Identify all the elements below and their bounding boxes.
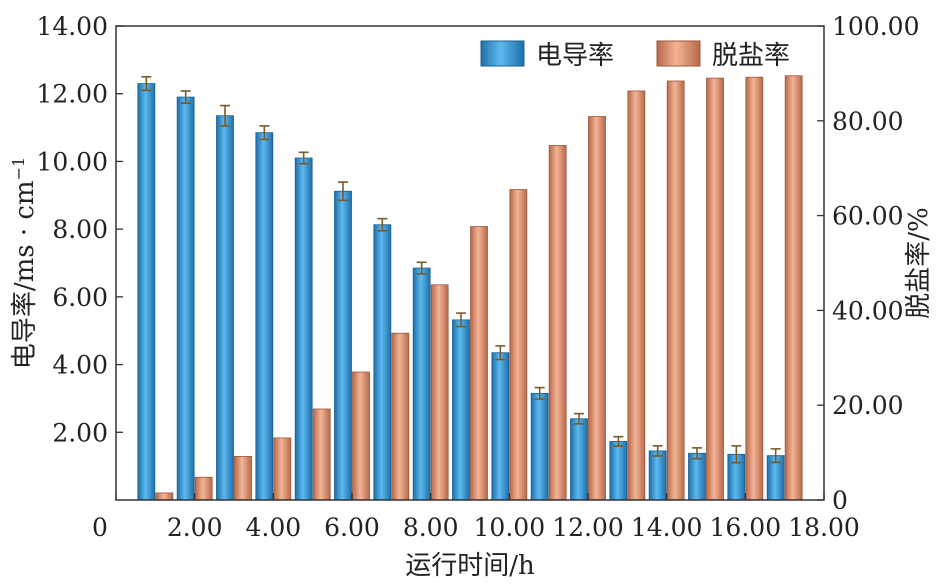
error-bar xyxy=(770,448,781,464)
error-bar xyxy=(613,435,624,447)
tick-label-right: 100.00 xyxy=(832,12,919,41)
error-bar xyxy=(456,312,466,328)
right-axis-ticks: 0 20.00 40.00 60.00 80.00 100.00 xyxy=(817,12,919,515)
bar-desalination xyxy=(155,492,174,501)
bar-desalination xyxy=(352,371,370,501)
bar-desalination xyxy=(666,80,685,501)
error-bar xyxy=(377,217,388,232)
bar-conductivity xyxy=(373,224,392,501)
bar-conductivity xyxy=(216,115,234,501)
error-bar xyxy=(495,345,506,361)
error-bar xyxy=(141,75,152,92)
error-bar xyxy=(574,412,584,425)
bar-desalination xyxy=(470,226,488,501)
bar-conductivity xyxy=(648,450,667,501)
error-bar xyxy=(692,447,702,460)
tick-label-right: 80.00 xyxy=(832,107,904,136)
bar-desalination xyxy=(745,76,764,501)
tick-label-x: 6.00 xyxy=(324,513,380,542)
y-axis-left-label-superscript: −1 xyxy=(9,157,28,181)
bar-conductivity xyxy=(137,83,156,501)
tick-label-x: 16.00 xyxy=(710,513,782,542)
bar-desalination xyxy=(234,455,252,501)
bar-desalination xyxy=(627,90,646,501)
error-bar xyxy=(534,386,545,400)
bar-conductivity xyxy=(530,392,549,501)
bar-desalination xyxy=(509,189,528,501)
tick-label-x: 14.00 xyxy=(631,513,703,542)
tick-label-x: 18.00 xyxy=(788,513,860,542)
y-axis-left-label: 电导率/ms · cm−1 xyxy=(9,157,40,369)
legend-label-desalination: 脱盐率 xyxy=(712,41,790,71)
tick-label-x: 12.00 xyxy=(552,513,624,542)
x-axis-ticks: 0 2.00 4.00 6.00 8.00 10.00 12.00 14.00 16.00 18.… xyxy=(92,493,860,542)
y-axis-left-label-main: 电导率/ms · cm xyxy=(10,180,40,369)
tick-label-x: 2.00 xyxy=(167,513,223,542)
bar-conductivity xyxy=(570,418,588,501)
tick-label-x: 10.00 xyxy=(474,513,546,542)
error-bar xyxy=(338,181,348,202)
tick-label-right: 0 xyxy=(832,486,848,515)
tick-label-x: 4.00 xyxy=(245,513,301,542)
tick-label-right: 60.00 xyxy=(832,202,904,231)
bar-desalination xyxy=(548,145,567,501)
tick-label-left: 2.00 xyxy=(52,418,108,447)
plot-frame xyxy=(115,25,825,501)
y-axis-right-label: 脱盐率/% xyxy=(904,207,934,318)
tick-label-right: 40.00 xyxy=(832,296,904,325)
error-bar xyxy=(220,104,230,127)
error-bar xyxy=(731,445,742,464)
tick-label-x: 0 xyxy=(92,513,108,542)
bar-conductivity xyxy=(255,132,274,501)
bar-conductivity xyxy=(609,441,628,501)
error-bar xyxy=(416,261,427,275)
error-bar xyxy=(652,445,663,457)
error-bar xyxy=(180,90,191,104)
bar-conductivity xyxy=(688,452,706,501)
tick-label-left: 6.00 xyxy=(52,283,108,312)
bar-desalination xyxy=(194,476,213,501)
bar-conductivity xyxy=(334,190,352,501)
bar-desalination xyxy=(430,284,449,501)
tick-label-left: 8.00 xyxy=(52,215,108,244)
bar-conductivity xyxy=(452,319,470,501)
legend-label-conductivity: 电导率 xyxy=(536,41,614,71)
bar-conductivity xyxy=(491,352,510,501)
tick-label-right: 20.00 xyxy=(832,391,904,420)
error-bars-layer xyxy=(141,75,781,464)
left-axis-ticks: 2.00 4.00 6.00 8.00 10.00 12.00 14.00 xyxy=(36,12,123,447)
legend: 电导率 脱盐率 xyxy=(480,40,790,71)
bar-desalination xyxy=(706,77,724,501)
bar-conductivity xyxy=(176,96,195,501)
bar-desalination xyxy=(588,116,606,501)
bar-conductivity xyxy=(294,157,313,501)
bar-desalination xyxy=(312,408,331,501)
legend-swatch-conductivity xyxy=(480,40,525,67)
bar-desalination xyxy=(273,437,292,501)
bars-layer xyxy=(137,75,803,501)
tick-label-x: 8.00 xyxy=(403,513,459,542)
x-axis-label: 运行时间/h xyxy=(405,551,535,581)
tick-label-left: 12.00 xyxy=(36,80,108,109)
tick-label-left: 14.00 xyxy=(36,12,108,41)
bar-desalination xyxy=(391,332,410,501)
tick-label-left: 10.00 xyxy=(36,147,108,176)
bar-desalination xyxy=(784,75,803,501)
tick-label-left: 4.00 xyxy=(52,351,108,380)
error-bar xyxy=(259,125,270,141)
bar-conductivity xyxy=(412,267,431,501)
error-bar xyxy=(298,151,309,165)
legend-swatch-desalination xyxy=(656,40,701,67)
